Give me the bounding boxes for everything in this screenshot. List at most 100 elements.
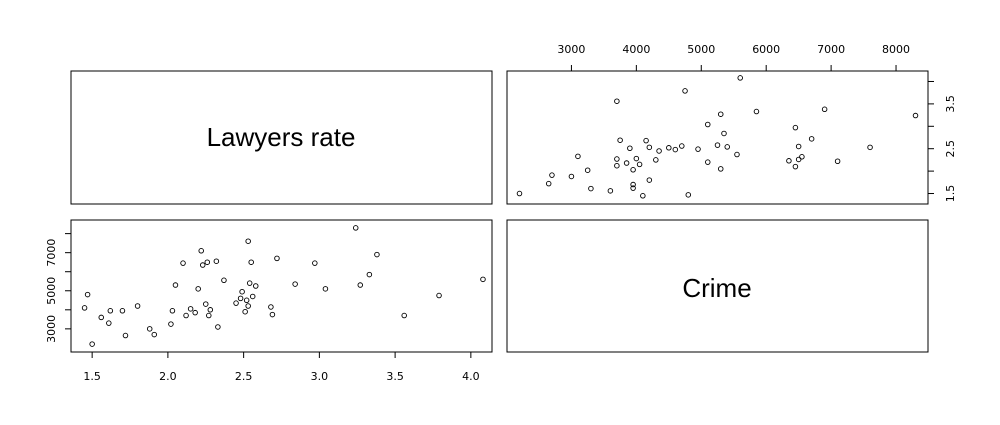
data-point-crime-vs-lawyers <box>705 121 711 128</box>
data-point-lawyers-vs-crime <box>268 304 274 310</box>
data-point-crime-vs-lawyers <box>795 143 802 150</box>
data-point-crime-vs-lawyers <box>627 145 633 152</box>
tick-label-lawyers-right: 1.5 <box>944 185 957 203</box>
data-point-crime-vs-lawyers <box>808 136 815 142</box>
data-point-lawyers-vs-crime <box>203 301 209 307</box>
data-point-crime-vs-lawyers <box>588 185 594 192</box>
data-point-lawyers-vs-crime <box>89 341 95 347</box>
tick-label-crime-top: 3000 <box>557 43 585 56</box>
data-point-crime-vs-lawyers <box>653 157 659 163</box>
data-point-lawyers-vs-crime <box>243 297 250 304</box>
data-point-lawyers-vs-crime <box>269 311 276 318</box>
data-point-crime-vs-lawyers <box>672 146 679 153</box>
data-point-lawyers-vs-crime <box>187 306 194 312</box>
data-point-crime-vs-lawyers <box>630 181 636 188</box>
tick-label-crime-top: 5000 <box>687 43 715 56</box>
data-point-lawyers-vs-crime <box>401 312 407 319</box>
data-point-crime-vs-lawyers <box>656 148 662 154</box>
data-point-crime-vs-lawyers <box>821 106 828 113</box>
data-point-crime-vs-lawyers <box>516 190 523 197</box>
data-point-crime-vs-lawyers <box>717 166 724 172</box>
data-point-crime-vs-lawyers <box>717 111 724 117</box>
data-point-crime-vs-lawyers <box>734 151 740 158</box>
data-point-lawyers-vs-crime <box>246 280 253 286</box>
data-point-crime-vs-lawyers <box>705 159 711 165</box>
data-point-crime-vs-lawyers <box>795 156 802 163</box>
data-point-crime-vs-lawyers <box>614 156 620 162</box>
data-point-crime-vs-lawyers <box>679 143 685 149</box>
data-point-crime-vs-lawyers <box>607 188 614 194</box>
points-layer <box>81 75 919 347</box>
data-point-lawyers-vs-crime <box>274 255 280 262</box>
tick-label-crime-left: 5000 <box>45 277 58 305</box>
data-point-crime-vs-lawyers <box>630 185 636 191</box>
panel-top-left <box>70 70 493 205</box>
data-point-lawyers-vs-crime <box>245 303 251 309</box>
data-point-lawyers-vs-crime <box>215 324 221 330</box>
data-point-lawyers-vs-crime <box>213 258 220 264</box>
data-point-lawyers-vs-crime <box>146 326 153 332</box>
data-point-lawyers-vs-crime <box>151 331 158 338</box>
data-point-crime-vs-lawyers <box>643 137 649 144</box>
data-point-lawyers-vs-crime <box>84 291 91 298</box>
data-point-crime-vs-lawyers <box>721 130 727 137</box>
data-point-crime-vs-lawyers <box>714 142 721 148</box>
data-point-lawyers-vs-crime <box>199 262 206 268</box>
data-point-lawyers-vs-crime <box>192 309 198 316</box>
data-point-crime-vs-lawyers <box>630 167 636 173</box>
data-point-crime-vs-lawyers <box>614 98 620 104</box>
data-point-lawyers-vs-crime <box>239 288 245 295</box>
data-point-crime-vs-lawyers <box>786 158 792 164</box>
data-point-crime-vs-lawyers <box>753 108 760 115</box>
tick-label-lawyers-right: 3.5 <box>944 95 957 113</box>
data-point-lawyers-vs-crime <box>233 300 239 306</box>
data-point-crime-vs-lawyers <box>685 192 692 198</box>
data-point-lawyers-vs-crime <box>107 308 114 314</box>
data-point-crime-vs-lawyers <box>568 173 575 180</box>
data-point-lawyers-vs-crime <box>195 286 201 292</box>
data-point-lawyers-vs-crime <box>81 305 88 311</box>
data-point-lawyers-vs-crime <box>207 307 214 313</box>
tick-label-crime-top: 8000 <box>882 43 910 56</box>
data-point-lawyers-vs-crime <box>106 320 112 326</box>
data-point-lawyers-vs-crime <box>322 286 329 292</box>
data-point-lawyers-vs-crime <box>237 295 244 302</box>
panel-top-right <box>506 70 929 205</box>
data-point-crime-vs-lawyers <box>623 160 630 166</box>
data-point-crime-vs-lawyers <box>640 193 646 199</box>
data-point-crime-vs-lawyers <box>575 153 581 160</box>
tick-label-crime-top: 6000 <box>752 43 780 56</box>
data-point-lawyers-vs-crime <box>134 303 141 309</box>
data-point-crime-vs-lawyers <box>737 75 743 81</box>
data-point-lawyers-vs-crime <box>122 332 129 339</box>
data-point-crime-vs-lawyers <box>617 137 623 143</box>
data-point-crime-vs-lawyers <box>792 124 799 131</box>
tick-label-crime-top: 4000 <box>622 43 650 56</box>
data-point-lawyers-vs-crime <box>168 321 174 327</box>
data-point-crime-vs-lawyers <box>834 158 841 165</box>
data-point-lawyers-vs-crime <box>180 260 186 266</box>
data-point-lawyers-vs-crime <box>249 293 256 300</box>
data-point-lawyers-vs-crime <box>292 281 298 287</box>
data-point-lawyers-vs-crime <box>172 282 179 288</box>
data-point-lawyers-vs-crime <box>245 238 251 244</box>
data-point-lawyers-vs-crime <box>436 292 442 299</box>
tick-label-crime-left: 7000 <box>45 239 58 267</box>
data-point-lawyers-vs-crime <box>183 312 189 319</box>
data-point-crime-vs-lawyers <box>912 112 919 119</box>
data-point-crime-vs-lawyers <box>545 180 552 187</box>
data-point-lawyers-vs-crime <box>366 271 373 278</box>
data-point-lawyers-vs-crime <box>312 260 318 266</box>
diagonal-label-lawyers: Lawyers rate <box>207 122 356 152</box>
data-point-lawyers-vs-crime <box>119 308 126 314</box>
tick-label-crime-top: 7000 <box>817 43 845 56</box>
axes-layer: 1.5 2.0 2.5 3.0 3.5 4.0 3000 4000 5000 6000 7000 80… <box>45 43 957 383</box>
data-point-crime-vs-lawyers <box>549 172 555 178</box>
data-point-lawyers-vs-crime <box>357 282 364 288</box>
data-point-lawyers-vs-crime <box>374 251 380 258</box>
data-point-crime-vs-lawyers <box>867 144 873 151</box>
data-point-crime-vs-lawyers <box>799 154 805 160</box>
tick-label-lawyers-bottom: 3.5 <box>386 370 404 383</box>
data-point-crime-vs-lawyers <box>792 163 799 170</box>
panel-bottom-right <box>506 219 929 353</box>
